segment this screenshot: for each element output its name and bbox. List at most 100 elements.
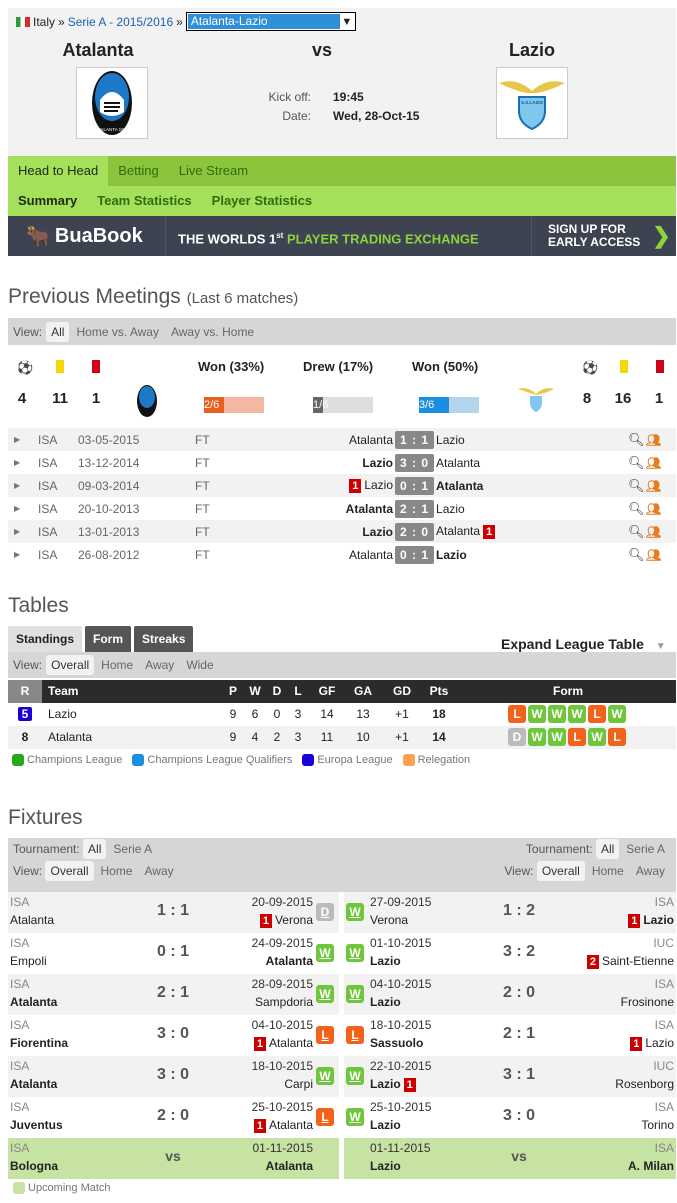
lazio-logo[interactable]: S.S.LAZIO <box>496 67 568 139</box>
view-away[interactable]: Away <box>635 864 665 878</box>
fixture-row[interactable]: 1 : 2 W 27-09-2015 Verona ISA 1 Lazio <box>344 892 676 933</box>
meeting-row[interactable]: ▶ ISA 13-12-2014 FT Lazio 3 : 0 Atalanta 🔍︎ 👥︎ <box>8 451 676 474</box>
competition: ISA <box>38 524 58 539</box>
fixture-row[interactable]: 2 : 1 ISA Atalanta 28-09-2015 Sampdoria W <box>8 974 339 1015</box>
fixture-row[interactable]: 3 : 0 W 25-10-2015 Lazio ISA Torino <box>344 1097 676 1138</box>
meeting-row[interactable]: ▶ ISA 09-03-2014 FT 1 Lazio 0 : 1 Atalanta 🔍︎ 👥︎ <box>8 474 676 497</box>
fixture-score: 2 : 0 <box>502 984 535 1001</box>
lineups-icon[interactable]: 👥︎ <box>646 455 662 470</box>
search-icon[interactable]: 🔍︎ <box>628 477 645 493</box>
away-team: Atalanta <box>436 479 628 493</box>
lineups-icon[interactable]: 👥︎ <box>646 547 662 562</box>
breadcrumb-league-link[interactable]: Serie A - 2015/2016 <box>67 14 174 29</box>
fixture-row[interactable]: 0 : 1 ISA Empoli 24-09-2015 Atalanta W <box>8 933 339 974</box>
search-icon[interactable]: 🔍︎ <box>628 546 645 562</box>
atalanta-logo[interactable]: ATALANTA 1907 <box>76 67 148 139</box>
lineups-icon[interactable]: 👥︎ <box>646 501 662 516</box>
expand-arrow-icon[interactable]: ▶ <box>14 527 21 536</box>
away-team-name[interactable]: Lazio <box>508 40 555 60</box>
form-badge-l[interactable]: L <box>508 705 526 723</box>
lineups-icon[interactable]: 👥︎ <box>646 432 662 447</box>
tournament-all[interactable]: All <box>595 839 620 859</box>
fixture-row[interactable]: vs 01-11-2015 Lazio ISA A. Milan <box>344 1138 676 1179</box>
standings-row[interactable]: 5 Lazio 9 6 0 3 14 13 +1 18 L W W W L W <box>8 703 676 726</box>
view-overall[interactable]: Overall <box>536 861 585 881</box>
match-status: FT <box>195 501 210 516</box>
view-overall[interactable]: Overall <box>46 655 95 675</box>
tab-form[interactable]: Form <box>85 626 132 652</box>
form-badge-w[interactable]: W <box>548 705 566 723</box>
view-all[interactable]: All <box>46 321 70 342</box>
view-away-vs-home[interactable]: Away vs. Home <box>170 324 255 339</box>
cell-p: 9 <box>229 707 237 721</box>
tournament-all[interactable]: All <box>83 839 107 859</box>
match-select[interactable]: Atalanta-Lazio ▼ <box>185 12 356 31</box>
view-home[interactable]: Home <box>101 658 134 672</box>
tab-standings[interactable]: Standings <box>8 626 83 652</box>
tab-live-stream[interactable]: Live Stream <box>178 163 249 178</box>
score[interactable]: 0 : 1 <box>395 476 435 495</box>
fixture-row[interactable]: 3 : 1 W 22-10-2015 Lazio 1 IUC Rosenborg <box>344 1056 676 1097</box>
fixture-row[interactable]: 2 : 0 ISA Juventus 25-10-2015 1 Atalanta L <box>8 1097 339 1138</box>
expand-arrow-icon[interactable]: ▶ <box>14 481 21 490</box>
tournament-serie-a[interactable]: Serie A <box>626 842 665 856</box>
tab-betting[interactable]: Betting <box>118 163 159 178</box>
score[interactable]: 3 : 0 <box>395 453 435 472</box>
score[interactable]: 2 : 1 <box>395 499 435 518</box>
form-badge-w[interactable]: W <box>548 728 566 746</box>
fixture-row[interactable]: vs ISA Bologna 01-11-2015 Atalanta <box>8 1138 339 1179</box>
expand-arrow-icon[interactable]: ▶ <box>14 435 21 444</box>
form-badge-l[interactable]: L <box>608 728 626 746</box>
form-badge-w[interactable]: W <box>528 705 546 723</box>
fixture-row[interactable]: 2 : 1 L 18-10-2015 Sassuolo ISA 1 Lazio <box>344 1015 676 1056</box>
fixture-row[interactable]: 3 : 0 ISA Atalanta 18-10-2015 Carpi W <box>8 1056 339 1097</box>
subtab-team-statistics[interactable]: Team Statistics <box>97 193 192 208</box>
form-badge-d[interactable]: D <box>508 728 526 746</box>
form-badge-l[interactable]: L <box>588 705 606 723</box>
tab-head-to-head[interactable]: Head to Head <box>8 156 109 186</box>
fixture-row[interactable]: 3 : 0 ISA Fiorentina 04-10-2015 1 Atalanta L <box>8 1015 339 1056</box>
meeting-row[interactable]: ▶ ISA 13-01-2013 FT Lazio 2 : 0 Atalanta 1 🔍︎ 👥︎ <box>8 520 676 543</box>
form-badge-w[interactable]: W <box>588 728 606 746</box>
standings-row[interactable]: 8 Atalanta 9 4 2 3 11 10 +1 14 D W W L W L <box>8 726 676 749</box>
home-team-name[interactable]: Atalanta <box>62 40 134 60</box>
away-team: A. Milan <box>628 1159 674 1173</box>
search-icon[interactable]: 🔍︎ <box>628 500 645 516</box>
lineups-icon[interactable]: 👥︎ <box>646 478 662 493</box>
home-team: Atalanta <box>10 995 58 1009</box>
view-away[interactable]: Away <box>144 864 174 878</box>
expand-arrow-icon[interactable]: ▶ <box>14 550 21 559</box>
lineups-icon[interactable]: 👥︎ <box>646 524 662 539</box>
view-home[interactable]: Home <box>591 864 624 878</box>
search-icon[interactable]: 🔍︎ <box>628 454 645 470</box>
search-icon[interactable]: 🔍︎ <box>628 523 645 539</box>
view-overall[interactable]: Overall <box>45 861 94 881</box>
view-wide[interactable]: Wide <box>186 658 214 672</box>
subtab-player-statistics[interactable]: Player Statistics <box>211 193 313 208</box>
score[interactable]: 1 : 1 <box>395 430 435 449</box>
expand-arrow-icon[interactable]: ▶ <box>14 504 21 513</box>
tournament-serie-a[interactable]: Serie A <box>113 842 153 856</box>
fixture-row[interactable]: 1 : 1 ISA Atalanta 20-09-2015 1 Verona D <box>8 892 339 933</box>
form-badge-w[interactable]: W <box>608 705 626 723</box>
form-badge-w[interactable]: W <box>528 728 546 746</box>
search-icon[interactable]: 🔍︎ <box>628 431 645 447</box>
view-home[interactable]: Home <box>100 864 133 878</box>
subtab-summary[interactable]: Summary <box>18 193 78 208</box>
score[interactable]: 0 : 1 <box>395 545 435 564</box>
banner-cta[interactable]: SIGN UP FOR EARLY ACCESS <box>532 223 640 249</box>
buabook-banner[interactable]: 🐂 BuaBook THE WORLDS 1st PLAYER TRADING E… <box>8 216 676 256</box>
meeting-row[interactable]: ▶ ISA 20-10-2013 FT Atalanta 2 : 1 Lazio 🔍︎ 👥︎ <box>8 497 676 520</box>
expand-league-table[interactable]: Expand League Table ▼ <box>501 636 666 652</box>
meeting-row[interactable]: ▶ ISA 26-08-2012 FT Atalanta 0 : 1 Lazio 🔍︎ 👥︎ <box>8 543 676 566</box>
meeting-row[interactable]: ▶ ISA 03-05-2015 FT Atalanta 1 : 1 Lazio 🔍︎ 👥︎ <box>8 428 676 451</box>
score[interactable]: 2 : 0 <box>395 522 435 541</box>
view-away[interactable]: Away <box>145 658 175 672</box>
form-badge-l[interactable]: L <box>568 728 586 746</box>
tab-streaks[interactable]: Streaks <box>134 626 194 652</box>
fixture-row[interactable]: 2 : 0 W 04-10-2015 Lazio ISA Frosinone <box>344 974 676 1015</box>
expand-arrow-icon[interactable]: ▶ <box>14 458 21 467</box>
view-home-vs-away[interactable]: Home vs. Away <box>76 324 159 339</box>
fixture-row[interactable]: 3 : 2 W 01-10-2015 Lazio IUC 2 Saint-Etienne <box>344 933 676 974</box>
form-badge-w[interactable]: W <box>568 705 586 723</box>
